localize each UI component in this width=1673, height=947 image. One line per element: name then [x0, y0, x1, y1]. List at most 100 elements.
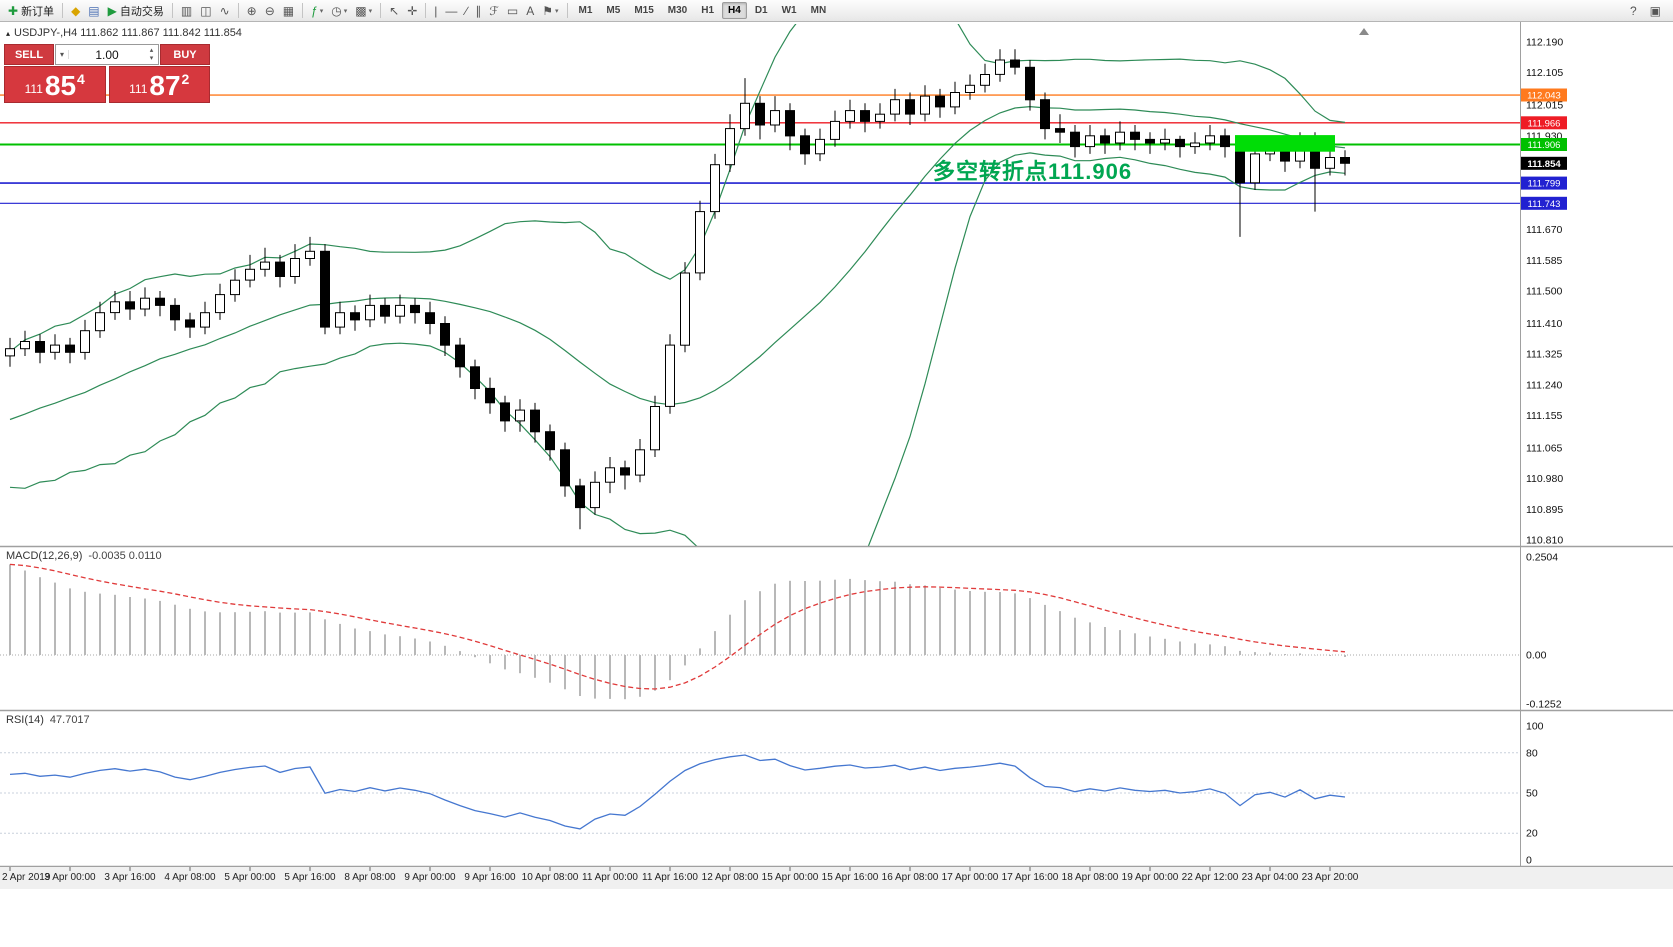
rsi-axis-label: 100: [1526, 721, 1544, 733]
timeframe-d1-button[interactable]: D1: [754, 5, 768, 16]
price-axis-label: 111.155: [1526, 410, 1563, 422]
time-axis-label: 5 Apr 16:00: [284, 872, 336, 883]
highlight-rectangle[interactable]: [1235, 135, 1335, 152]
toolbar-right: ? ▣: [1626, 2, 1669, 20]
timeframe-m5-button[interactable]: M5: [606, 5, 621, 16]
bar-chart-button[interactable]: ▥: [178, 2, 195, 20]
horizontal-line-button[interactable]: —: [442, 2, 460, 20]
arrows-button[interactable]: ⚑ ▾: [539, 2, 561, 20]
timeframe-m15-button[interactable]: M15: [634, 5, 654, 16]
text-icon: A: [526, 3, 535, 18]
timeframe-m1-button[interactable]: M1: [578, 5, 593, 16]
sell-price-box[interactable]: 111 85 4: [4, 66, 106, 103]
volume-dropdown-icon[interactable]: ▾: [56, 50, 69, 59]
one-click-trading-panel: SELL ▾ 1.00 ▴ ▾ BUY 111 85 4 111 87 2: [4, 44, 210, 103]
price-axis[interactable]: 112.190 112.105 112.015 111.930 111.670 111.5…: [1520, 22, 1568, 884]
macd-panel: [0, 563, 1520, 700]
data-window-button[interactable]: ▣: [1647, 2, 1664, 20]
terminal-button[interactable]: ▤: [85, 2, 102, 20]
vertical-line-button[interactable]: |: [431, 2, 440, 20]
price-axis-label: 112.015: [1526, 100, 1563, 112]
time-axis-label: 11 Apr 00:00: [582, 872, 638, 883]
chart-title: ▴ USDJPY-,H4 111.862 111.867 111.842 111.…: [6, 27, 242, 39]
shapes-icon: ▭: [506, 3, 519, 18]
bar-chart-icon: ▥: [180, 3, 193, 18]
timeframe-mn-button[interactable]: MN: [810, 5, 827, 16]
price-axis-label: 111.585: [1526, 255, 1563, 267]
toolbar-separator: [380, 3, 382, 18]
one-click-collapse-icon[interactable]: ▴: [6, 29, 11, 38]
rsi-line: [9, 754, 1346, 830]
dropdown-icon[interactable]: ▾: [319, 7, 324, 15]
zoom-in-icon: ⊕: [246, 3, 257, 18]
price-axis-label: 111.325: [1526, 349, 1563, 361]
buy-button[interactable]: BUY: [160, 44, 210, 65]
volume-value[interactable]: 1.00: [95, 47, 119, 62]
timeframe-m30-button[interactable]: M30: [667, 5, 688, 16]
price-axis-label: 111.410: [1526, 318, 1563, 330]
timeframe-w1-button[interactable]: W1: [781, 5, 797, 16]
price-axis-label: 112.105: [1526, 67, 1563, 79]
timeframe-h1-button[interactable]: H1: [701, 5, 715, 16]
dropdown-icon[interactable]: ▾: [343, 7, 348, 15]
auto-scroll-button[interactable]: ▦: [280, 2, 297, 20]
candlestick-chart-button[interactable]: ◫: [197, 2, 214, 20]
cursor-button[interactable]: ↖: [386, 2, 402, 20]
sell-button[interactable]: SELL: [4, 44, 54, 65]
trendline-button[interactable]: ∕: [462, 2, 470, 20]
svg-text:111.966: 111.966: [1528, 118, 1561, 129]
help-icon: ?: [1629, 3, 1637, 18]
dropdown-icon[interactable]: ▾: [554, 7, 559, 15]
main-chart-panel[interactable]: [0, 0, 1520, 628]
zoom-out-button[interactable]: ⊖: [262, 2, 278, 20]
candlestick-series: [5, 49, 1350, 530]
new-order-button[interactable]: ✚ 新订单: [5, 2, 57, 20]
time-axis-label: 4 Apr 08:00: [164, 872, 216, 883]
sell-price-sup: 4: [77, 71, 85, 87]
volume-down-icon[interactable]: ▾: [149, 54, 154, 62]
help-button[interactable]: ?: [1627, 2, 1640, 20]
time-axis-label: 3 Apr 16:00: [104, 872, 156, 883]
macd-axis-label: 0.2504: [1526, 552, 1558, 564]
buy-price-box[interactable]: 111 87 2: [108, 66, 210, 103]
price-axis-label: 111.500: [1526, 286, 1563, 298]
indicators-button[interactable]: ƒ ▾: [308, 2, 326, 20]
crosshair-button[interactable]: ✛: [404, 2, 420, 20]
channel-button[interactable]: ∥: [472, 2, 484, 20]
time-axis-label: 5 Apr 00:00: [224, 872, 276, 883]
time-axis-label: 11 Apr 16:00: [642, 872, 698, 883]
metaeditor-button[interactable]: ◆: [68, 2, 83, 20]
line-chart-button[interactable]: ∿: [217, 2, 233, 20]
chart-shift-marker-icon[interactable]: [1359, 28, 1369, 35]
autotrading-button-label: 自动交易: [119, 5, 164, 18]
chart-annotation-text[interactable]: 多空转折点111.906: [933, 159, 1133, 184]
fibonacci-button[interactable]: ℱ: [486, 2, 501, 20]
time-axis-label: 23 Apr 20:00: [1302, 872, 1359, 883]
indicators-icon: ƒ: [311, 3, 318, 18]
rsi-axis-label: 0: [1526, 855, 1532, 867]
dropdown-icon[interactable]: ▾: [368, 7, 373, 15]
svg-text:111.743: 111.743: [1528, 199, 1561, 210]
data-window-icon: ▣: [1649, 3, 1661, 18]
volume-spinner[interactable]: ▾ 1.00 ▴ ▾: [55, 44, 159, 65]
text-button[interactable]: A: [523, 2, 537, 20]
rsi-label: RSI(14): [6, 714, 44, 726]
buy-price-big: 87: [149, 70, 181, 102]
rsi-value: 47.7017: [49, 714, 90, 726]
time-axis-label: 9 Apr 00:00: [404, 872, 456, 883]
autotrading-button[interactable]: ▶ 自动交易: [105, 2, 167, 20]
chart-area[interactable]: 112.190 112.105 112.015 111.930 111.670 111.5…: [0, 22, 1673, 947]
shapes-button[interactable]: ▭: [504, 2, 521, 20]
trendline-icon: ∕: [465, 3, 468, 18]
timeframe-h4-button[interactable]: H4: [722, 2, 747, 19]
time-axis-label: 17 Apr 00:00: [942, 872, 999, 883]
periods-button[interactable]: ◷ ▾: [328, 2, 350, 20]
zoom-in-button[interactable]: ⊕: [244, 2, 260, 20]
macd-label: MACD(12,26,9): [6, 550, 83, 562]
templates-button[interactable]: ▩ ▾: [352, 2, 375, 20]
time-axis-label: 15 Apr 00:00: [762, 872, 819, 883]
svg-text:111.906: 111.906: [1528, 140, 1561, 151]
volume-up-icon[interactable]: ▴: [149, 46, 154, 54]
